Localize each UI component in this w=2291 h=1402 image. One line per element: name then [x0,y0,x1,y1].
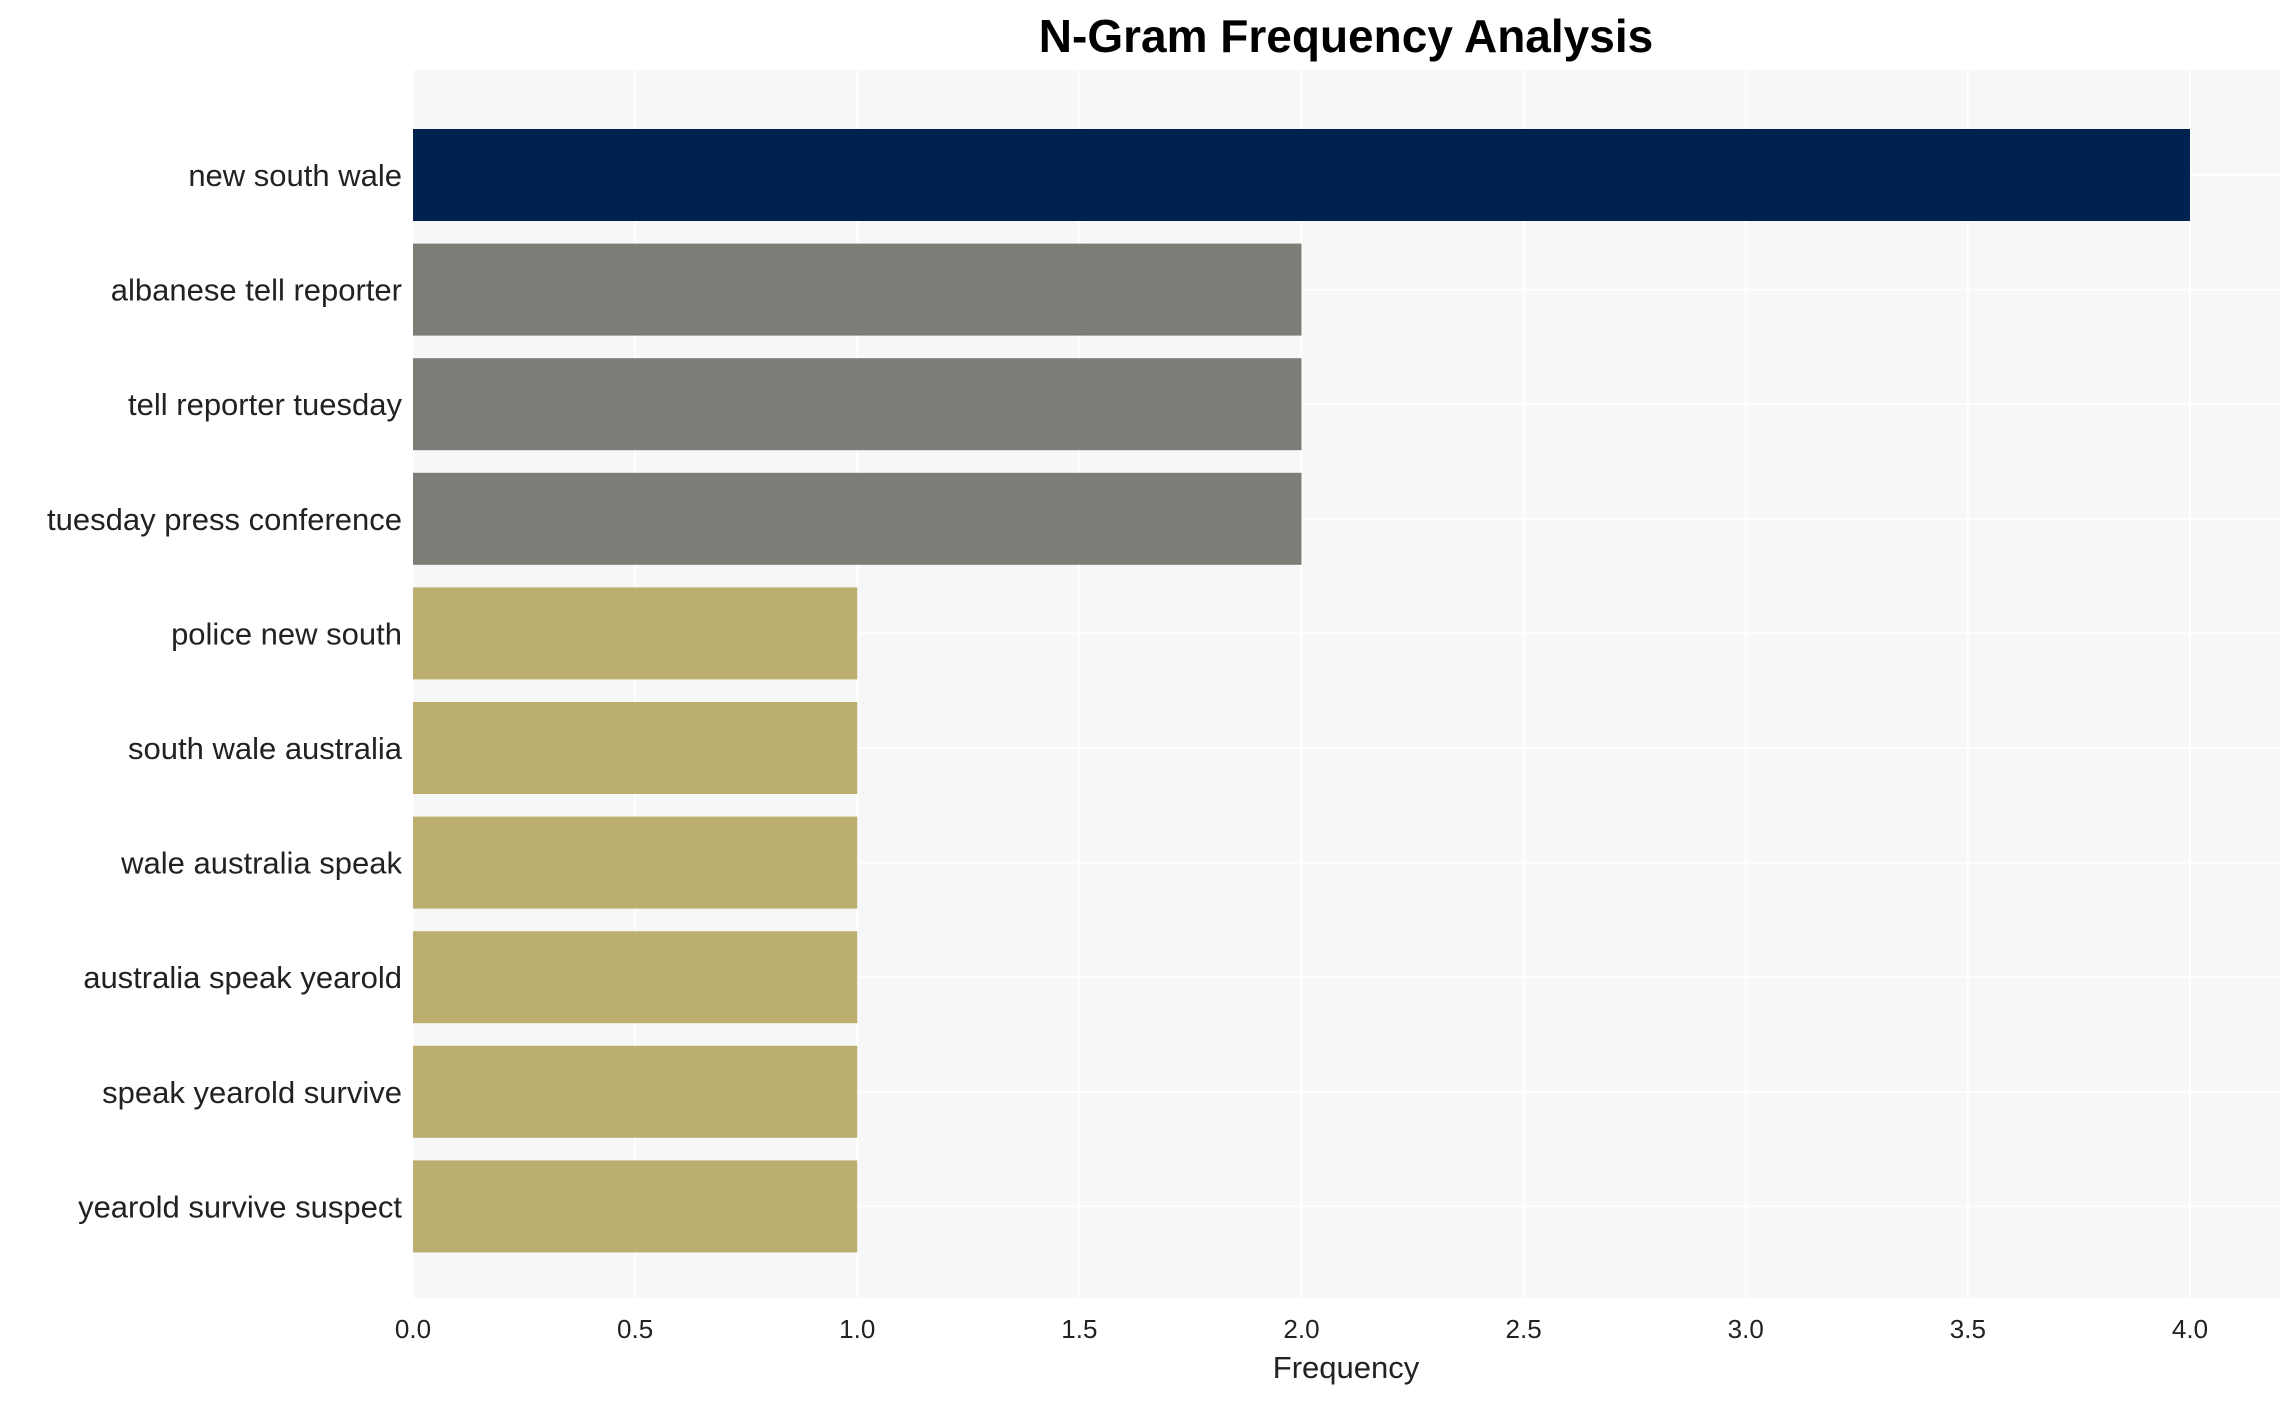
x-tick-label: 3.0 [1728,1314,1764,1344]
category-label: speak yearold survive [102,1075,402,1110]
category-label: south wale australia [128,731,403,766]
bar [413,1160,858,1253]
bar [413,1045,858,1138]
bar [413,129,2190,221]
category-label: wale australia speak [120,846,402,881]
x-tick-label: 1.0 [839,1314,875,1344]
x-tick-label: 1.5 [1061,1314,1097,1344]
bar [413,472,1302,565]
category-labels: new south wale albanese tell reporter tell… [47,158,403,1224]
category-label: yearold survive suspect [78,1189,402,1224]
bar [413,702,858,794]
category-label: tell reporter tuesday [128,387,402,422]
x-axis-label: Frequency [1273,1350,1420,1385]
x-tick-label: 2.0 [1283,1314,1319,1344]
x-tick-label: 4.0 [2172,1314,2208,1344]
category-label: australia speak yearold [83,960,402,995]
bar [413,243,1302,336]
category-label: police new south [171,616,402,651]
x-tick-label: 3.5 [1950,1314,1986,1344]
category-label: albanese tell reporter [111,273,402,308]
bars [413,129,2190,1253]
category-label: tuesday press conference [47,502,402,537]
bar [413,931,858,1024]
x-tick-label: 2.5 [1506,1314,1542,1344]
x-tick-label: 0.5 [617,1314,653,1344]
chart-title: N-Gram Frequency Analysis [1039,10,1653,62]
x-tick-labels: 0.0 0.5 1.0 1.5 2.0 2.5 3.0 3.5 4.0 [395,1314,2208,1344]
x-tick-label: 0.0 [395,1314,431,1344]
bar [413,587,858,680]
bar [413,358,1302,451]
category-label: new south wale [188,158,402,193]
bar [413,816,858,909]
